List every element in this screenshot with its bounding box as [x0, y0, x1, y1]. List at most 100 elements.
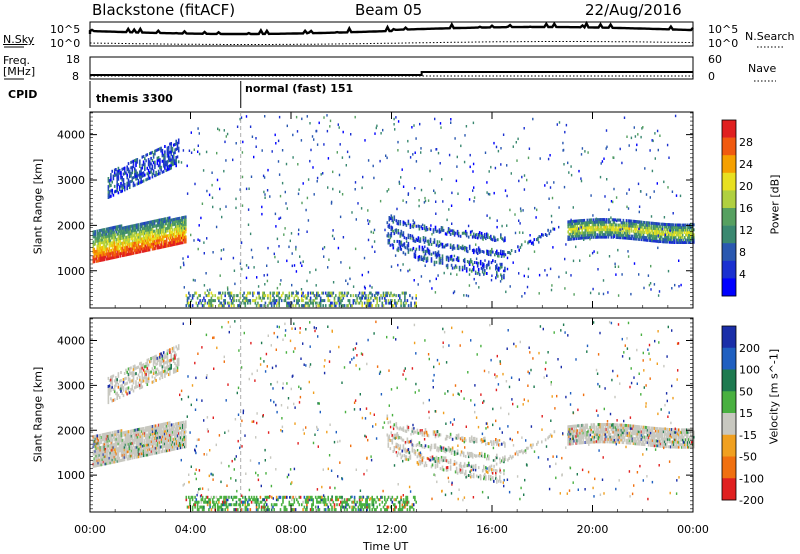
velocity-cell [113, 430, 116, 434]
power-cell [117, 237, 120, 241]
power-cell [280, 299, 283, 303]
power-cell [164, 234, 167, 238]
power-cell [465, 125, 468, 128]
velocity-cell [142, 444, 145, 448]
velocity-cell [168, 441, 171, 445]
power-cell [338, 173, 341, 177]
power-cell [677, 241, 680, 244]
velocity-cell [145, 443, 148, 447]
velocity-cell [124, 450, 127, 454]
velocity-cell [113, 443, 116, 447]
power-cell [304, 301, 307, 305]
power-cell [678, 259, 680, 262]
power-cell [689, 233, 691, 237]
velocity-cell [156, 431, 159, 435]
power-cell [146, 226, 149, 230]
power-cell [670, 225, 673, 229]
power-cell [519, 222, 521, 225]
power-cell [144, 226, 147, 230]
power-cell [404, 222, 407, 226]
power-cell [506, 164, 508, 167]
power-cell [98, 234, 101, 238]
power-cell [203, 284, 206, 287]
power-cell [361, 186, 363, 190]
power-cell [399, 232, 402, 236]
velocity-cell [145, 433, 148, 437]
velocity-cell [106, 447, 109, 451]
power-cell [142, 227, 145, 231]
power-cell [149, 165, 151, 169]
power-cell [170, 241, 173, 244]
power-cell [450, 121, 452, 124]
power-cell [580, 179, 583, 183]
power-cell [499, 262, 501, 266]
power-cell [460, 144, 462, 148]
power-cell [389, 217, 392, 221]
power-cell [161, 228, 164, 231]
velocity-cell [176, 434, 179, 438]
power-cell [682, 228, 685, 232]
power-cell [496, 252, 498, 256]
velocity-cell [117, 432, 120, 436]
power-cell [596, 235, 599, 239]
power-cell [208, 301, 210, 305]
power-cell [629, 222, 632, 225]
velocity-cell [118, 439, 121, 443]
velocity-cell [150, 425, 153, 429]
power-cell [135, 161, 137, 165]
velocity-cell [174, 427, 177, 431]
power-cell [678, 285, 680, 288]
power-cell [94, 232, 97, 236]
power-cell [348, 301, 351, 305]
velocity-cell [174, 444, 177, 448]
velocity-cell [126, 447, 129, 451]
power-cell [229, 296, 231, 300]
power-cell [247, 208, 250, 211]
power-cell [258, 304, 260, 308]
power-cell [128, 172, 131, 176]
power-cell [528, 240, 530, 244]
power-cell [188, 304, 190, 308]
power-cell [204, 291, 206, 295]
power-cell [454, 231, 457, 235]
power-cell [157, 221, 160, 225]
power-cell [666, 238, 669, 242]
velocity-cell [153, 436, 156, 440]
power-cell [430, 259, 433, 263]
power-cell [606, 228, 609, 232]
velocity-cell [136, 450, 139, 454]
power-cell [433, 263, 436, 267]
velocity-cell [172, 437, 175, 441]
power-cell [473, 261, 476, 264]
velocity-cell [110, 375, 112, 379]
power-cell [632, 237, 635, 241]
power-cell [125, 245, 128, 249]
power-cell [668, 223, 671, 227]
power-cell [169, 226, 172, 230]
power-cell [219, 207, 221, 211]
power-cell [423, 224, 426, 228]
velocity-cell [134, 436, 137, 440]
power-cell [592, 230, 595, 234]
power-cell [212, 205, 214, 209]
power-cell [504, 236, 506, 240]
power-cell [501, 265, 503, 269]
power-cell [115, 228, 118, 231]
power-cell [147, 174, 150, 178]
power-cell [189, 294, 191, 298]
cpid-boundaries [89, 81, 242, 108]
velocity-cell [185, 435, 187, 439]
power-cell [445, 243, 448, 247]
power-cell [186, 164, 188, 168]
velocity-cell [123, 431, 126, 434]
power-cell [600, 230, 603, 234]
power-cell [296, 301, 298, 305]
power-cell [533, 238, 536, 242]
velocity-cell [112, 460, 115, 464]
power-cell [145, 178, 147, 182]
velocity-cell [102, 438, 105, 441]
power-cell [93, 230, 96, 234]
velocity-cell [166, 424, 169, 428]
velocity-cell [152, 358, 155, 362]
velocity-cell [168, 446, 171, 449]
